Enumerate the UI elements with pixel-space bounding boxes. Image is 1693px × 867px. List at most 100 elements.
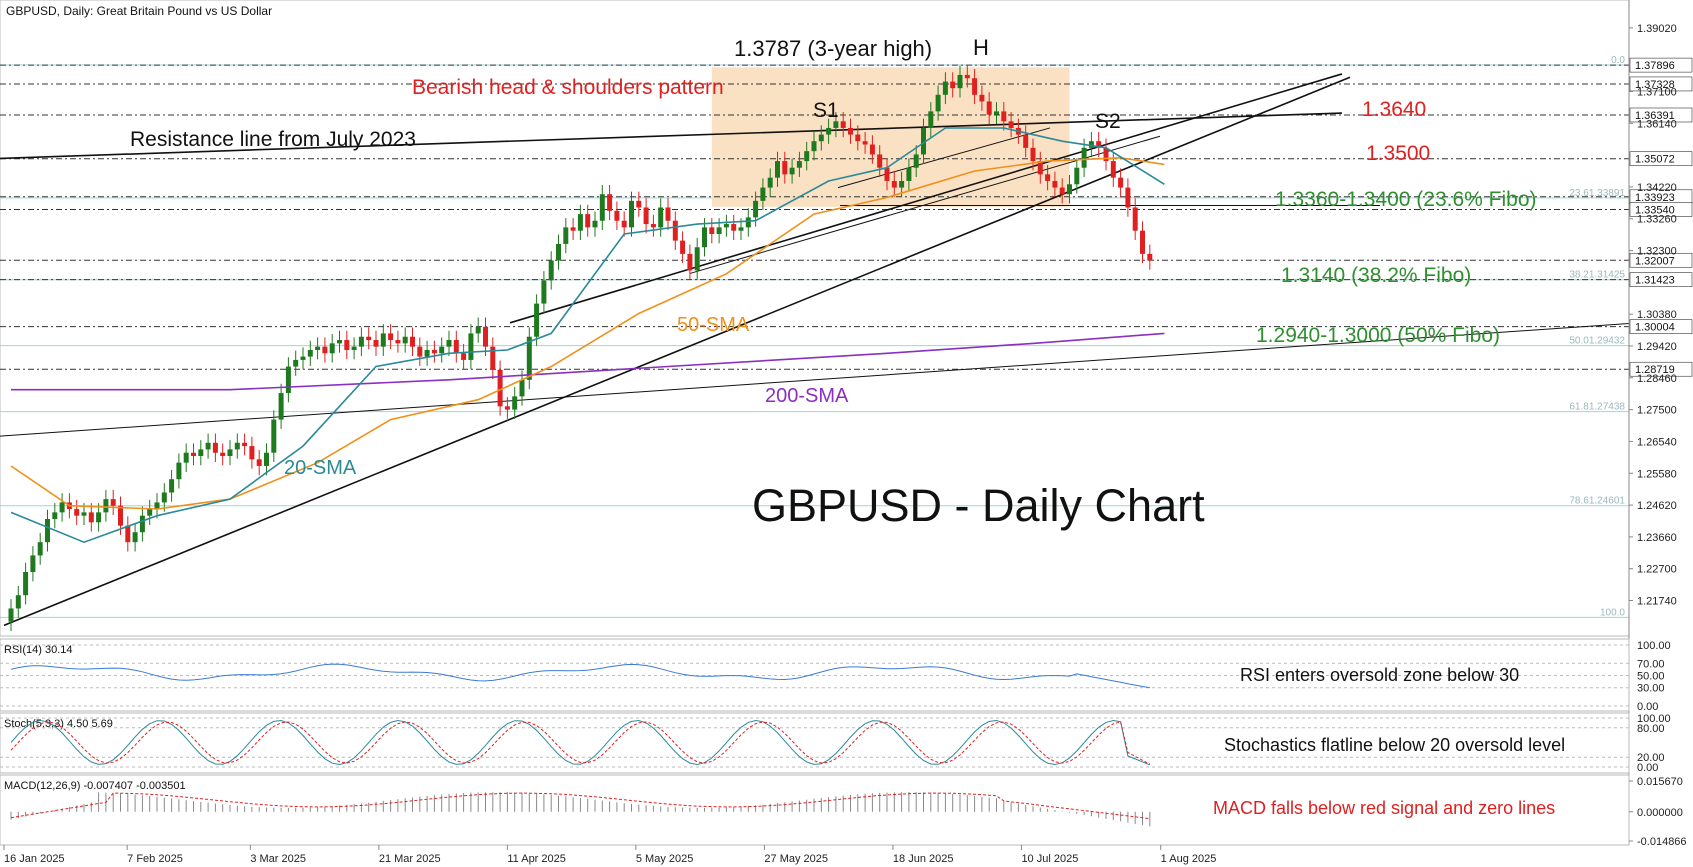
- candle-body: [358, 336, 364, 347]
- candle-body: [994, 111, 999, 115]
- price-tick-label: 1.34220: [1637, 182, 1677, 194]
- candle-body: [891, 180, 897, 188]
- price-level-label: 1.28719: [1635, 364, 1675, 376]
- rsi-note: RSI enters oversold zone below 30: [1240, 665, 1519, 685]
- candle-body: [921, 127, 926, 155]
- price-level-box: [1629, 107, 1693, 123]
- time-tick-label: 10 Jul 2025: [1021, 853, 1078, 865]
- candle-body: [877, 154, 883, 168]
- stoch-level-label: 100.00: [1637, 713, 1671, 725]
- candle-body: [614, 210, 620, 221]
- candle-body: [191, 452, 196, 457]
- candle-body: [1030, 147, 1036, 162]
- candle-body: [1008, 121, 1014, 128]
- trend-line: [837, 127, 1051, 189]
- candle-body: [942, 81, 948, 95]
- trend-line: [3, 76, 1351, 627]
- candle-body: [8, 608, 14, 622]
- price-tick-label: 1.28460: [1637, 373, 1677, 385]
- annotation-s1: S1: [813, 99, 839, 122]
- candle-body: [490, 346, 496, 370]
- time-axis: 16 Jan 2025 7 Feb 2025 3 Mar 2025 21 Mar 20…: [3, 845, 1217, 865]
- candle-body: [439, 346, 445, 354]
- candle-body: [592, 220, 598, 228]
- price-level-label: 1.37328: [1635, 79, 1675, 91]
- rsi-level-label: 50.00: [1637, 671, 1665, 683]
- candle-body: [607, 194, 613, 211]
- candle-body: [322, 346, 328, 354]
- candle-body: [738, 227, 744, 231]
- candle-body: [672, 220, 678, 241]
- price-tick-label: 1.39020: [1637, 23, 1677, 35]
- candle-body: [285, 366, 291, 394]
- price-level-label: 1.33540: [1635, 204, 1675, 216]
- annotation-sma200: 200-SMA: [765, 385, 849, 407]
- candle-body: [139, 515, 145, 533]
- price-tick-label: 1.29420: [1637, 341, 1677, 353]
- candle-body: [293, 359, 299, 367]
- candle-body: [818, 134, 824, 142]
- candle-body: [519, 379, 525, 397]
- stoch-level-label: 80.00: [1637, 723, 1665, 735]
- candle-body: [716, 227, 722, 234]
- rsi-label: RSI(14) 30.14: [4, 644, 72, 656]
- candle-body: [395, 340, 401, 344]
- price-level-box: [1629, 319, 1693, 334]
- fibo-label: 38.21.31425: [1569, 270, 1625, 281]
- sma50-line: [10, 156, 1165, 510]
- candle-body: [680, 240, 686, 254]
- candle-body: [563, 227, 569, 244]
- stoch-level-label: 20.00: [1637, 752, 1665, 764]
- fibo-label: 100.0: [1600, 607, 1625, 618]
- candle-body: [169, 479, 175, 493]
- trend-line: [0, 322, 1630, 437]
- candle-body: [96, 512, 102, 523]
- candle-body: [753, 200, 759, 218]
- candle-body: [585, 214, 591, 228]
- candle-body: [88, 512, 94, 523]
- trend-line: [0, 112, 1343, 160]
- candle-body: [227, 449, 233, 457]
- candle-body: [154, 502, 160, 510]
- price-tick-label: 1.22700: [1637, 564, 1677, 576]
- price-level-box: [1629, 202, 1693, 217]
- candle-body: [74, 509, 80, 516]
- macd-label: MACD(12,26,9) -0.007407 -0.003501: [4, 780, 186, 792]
- time-tick-label: 1 Aug 2025: [1161, 853, 1217, 865]
- candle-body: [110, 499, 116, 506]
- candle-body: [869, 144, 875, 155]
- candle-body: [731, 224, 737, 231]
- candle-body: [957, 74, 963, 89]
- annotation-sma50: 50-SMA: [677, 314, 750, 336]
- candle-body: [242, 442, 248, 447]
- candle-body: [453, 340, 459, 354]
- candle-body: [373, 340, 379, 347]
- candle-body: [986, 101, 992, 115]
- candles: [8, 65, 1153, 631]
- stoch-signal-line: [10, 721, 1151, 765]
- fibo-label: 23.61.33891: [1569, 188, 1625, 199]
- fibo-label: 78.61.24601: [1569, 496, 1625, 507]
- fibo-label: 50.01.29432: [1569, 336, 1625, 347]
- candle-body: [848, 127, 853, 135]
- candle-body: [709, 227, 715, 234]
- rsi-level-label: 0.00: [1637, 701, 1658, 713]
- candle-body: [621, 220, 627, 228]
- candle-body: [81, 512, 87, 516]
- candle-body: [30, 555, 36, 573]
- candle-body: [855, 134, 861, 142]
- candle-body: [1110, 161, 1116, 178]
- candle-body: [1067, 184, 1072, 195]
- candle-body: [431, 349, 437, 354]
- macd-level-label: -0.014866: [1637, 836, 1687, 848]
- candle-body: [972, 78, 978, 95]
- candle-body: [256, 459, 262, 466]
- stoch-note: Stochastics flatline below 20 oversold l…: [1224, 735, 1565, 755]
- candle-body: [570, 227, 576, 231]
- candle-body: [745, 217, 751, 228]
- candle-body: [775, 161, 780, 178]
- candle-body: [1052, 180, 1058, 188]
- macd-signal-line: [10, 792, 1150, 820]
